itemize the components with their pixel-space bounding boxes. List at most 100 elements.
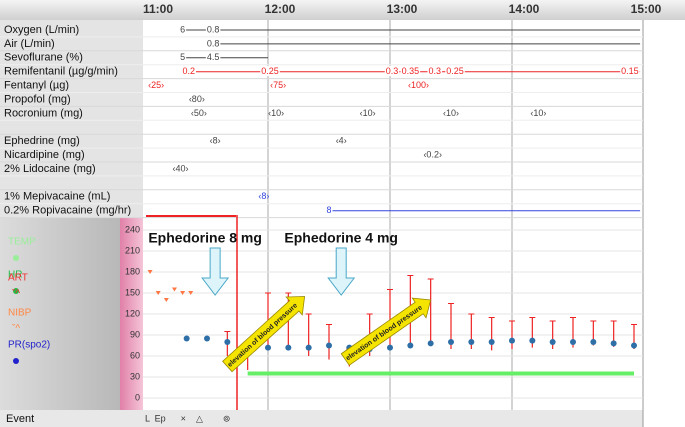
dose-mark: ‹75› xyxy=(270,80,286,90)
dose-mark: 0.35 xyxy=(402,66,420,76)
time-label: 15:00 xyxy=(631,2,662,16)
dose-mark: ‹4› xyxy=(336,136,347,146)
hr-point xyxy=(305,344,312,351)
hr-point xyxy=(387,344,393,351)
dose-mark-bg xyxy=(400,66,421,77)
annotation: Ephedorine 4 mg xyxy=(284,230,398,246)
hr-point xyxy=(488,339,495,345)
hr-point xyxy=(631,342,637,349)
dose-mark: 6 xyxy=(180,24,185,34)
hr-point xyxy=(427,340,434,347)
dose-mark-bg xyxy=(325,205,333,216)
drug-label-column xyxy=(0,20,143,218)
dose-mark: 8 xyxy=(326,205,331,215)
vitals-legend-panel xyxy=(0,218,120,410)
dose-mark-bg xyxy=(427,66,442,77)
drug-label: 0.2% Ropivacaine (mg/hr) xyxy=(4,205,131,217)
y-tick-label: 90 xyxy=(130,329,140,339)
hr-point xyxy=(610,340,617,347)
hr-point xyxy=(224,339,231,345)
event-label: Event xyxy=(6,413,34,425)
dose-mark: 0.25 xyxy=(446,66,464,76)
drug-label: Fentanyl (µg) xyxy=(4,80,69,92)
dose-mark-bg xyxy=(384,66,400,77)
legend-label: ART xyxy=(8,273,28,284)
dose-mark: ‹10› xyxy=(443,108,459,118)
dose-mark: ‹8› xyxy=(210,136,221,146)
dose-mark: ‹40› xyxy=(173,163,189,173)
legend-label: HR xyxy=(8,270,22,281)
dose-mark: 0.3 xyxy=(428,66,441,76)
time-header xyxy=(0,0,685,20)
dose-mark-bg xyxy=(620,66,640,77)
y-tick-label: 0 xyxy=(135,392,140,402)
legend-dot xyxy=(13,358,19,364)
nibp-point xyxy=(147,270,153,274)
dose-mark: ‹8› xyxy=(258,191,269,201)
dose-mark: 0.2 xyxy=(182,66,195,76)
dose-mark: ‹10› xyxy=(360,108,376,118)
event-row xyxy=(0,410,643,427)
dose-mark-bg xyxy=(179,24,187,35)
hr-point xyxy=(407,342,414,349)
bp-arrow-shape xyxy=(340,297,432,366)
dose-mark: 4.5 xyxy=(207,52,220,62)
y-tick-label: 60 xyxy=(130,350,140,360)
y-axis-column xyxy=(120,218,143,410)
hr-point xyxy=(590,339,597,345)
drug-label: 2% Lidocaine (mg) xyxy=(4,163,96,175)
y-tick-label: 210 xyxy=(125,245,140,255)
down-arrow xyxy=(201,247,230,296)
dose-mark-bg xyxy=(205,38,221,49)
legend-dot xyxy=(13,288,19,294)
hr-point xyxy=(204,335,210,342)
drug-label: Ephedrine (mg) xyxy=(4,135,80,147)
dose-mark-bg xyxy=(445,66,465,77)
drug-label: Nicardipine (mg) xyxy=(4,149,85,161)
drug-label: Rocronium (mg) xyxy=(4,107,83,119)
legend-label: PR(spo2) xyxy=(8,340,50,351)
dose-mark-bg xyxy=(179,52,187,63)
dose-mark: 5 xyxy=(180,52,185,62)
time-label: 14:00 xyxy=(509,2,540,16)
hr-point xyxy=(509,337,515,344)
nibp-point xyxy=(188,291,194,295)
dose-mark-bg xyxy=(260,66,280,77)
legend-dot xyxy=(13,255,19,261)
dose-mark: ‹10› xyxy=(530,108,546,118)
dose-mark: ‹80› xyxy=(189,94,205,104)
nibp-point xyxy=(163,298,169,302)
y-tick-label: 150 xyxy=(125,287,140,297)
hr-point xyxy=(468,339,475,345)
hr-point xyxy=(326,342,332,349)
legend-symbol: ˇ^ xyxy=(12,323,20,335)
dose-mark: 0.15 xyxy=(621,66,639,76)
dose-mark: ‹10› xyxy=(268,108,284,118)
drug-label: Propofol (mg) xyxy=(4,93,71,105)
y-tick-label: 240 xyxy=(125,224,140,234)
dose-mark: 0.25 xyxy=(261,66,279,76)
nibp-point xyxy=(155,291,161,295)
y-tick-label: 180 xyxy=(125,266,140,276)
dose-mark-bg xyxy=(181,66,196,77)
drug-label: Air (L/min) xyxy=(4,38,55,50)
hr-point xyxy=(448,339,454,345)
time-label: 12:00 xyxy=(265,2,296,16)
drug-label: 1% Mepivacaine (mL) xyxy=(4,191,110,203)
y-tick-label: 30 xyxy=(130,371,140,381)
drug-label: Sevoflurane (%) xyxy=(4,52,83,64)
time-label: 13:00 xyxy=(387,2,418,16)
dose-mark: ‹25› xyxy=(148,80,164,90)
hr-point xyxy=(285,344,292,351)
hr-point xyxy=(570,339,576,345)
y-tick-label: 120 xyxy=(125,308,140,318)
nibp-point xyxy=(180,291,186,295)
bp-arrow-shape xyxy=(222,296,306,373)
hr-point xyxy=(529,337,536,344)
dose-mark-bg xyxy=(205,24,221,35)
drug-label: Oxygen (L/min) xyxy=(4,24,79,36)
hr-point xyxy=(549,339,556,345)
annotation: Ephedorine 8 mg xyxy=(148,230,262,246)
nibp-point xyxy=(171,287,177,292)
